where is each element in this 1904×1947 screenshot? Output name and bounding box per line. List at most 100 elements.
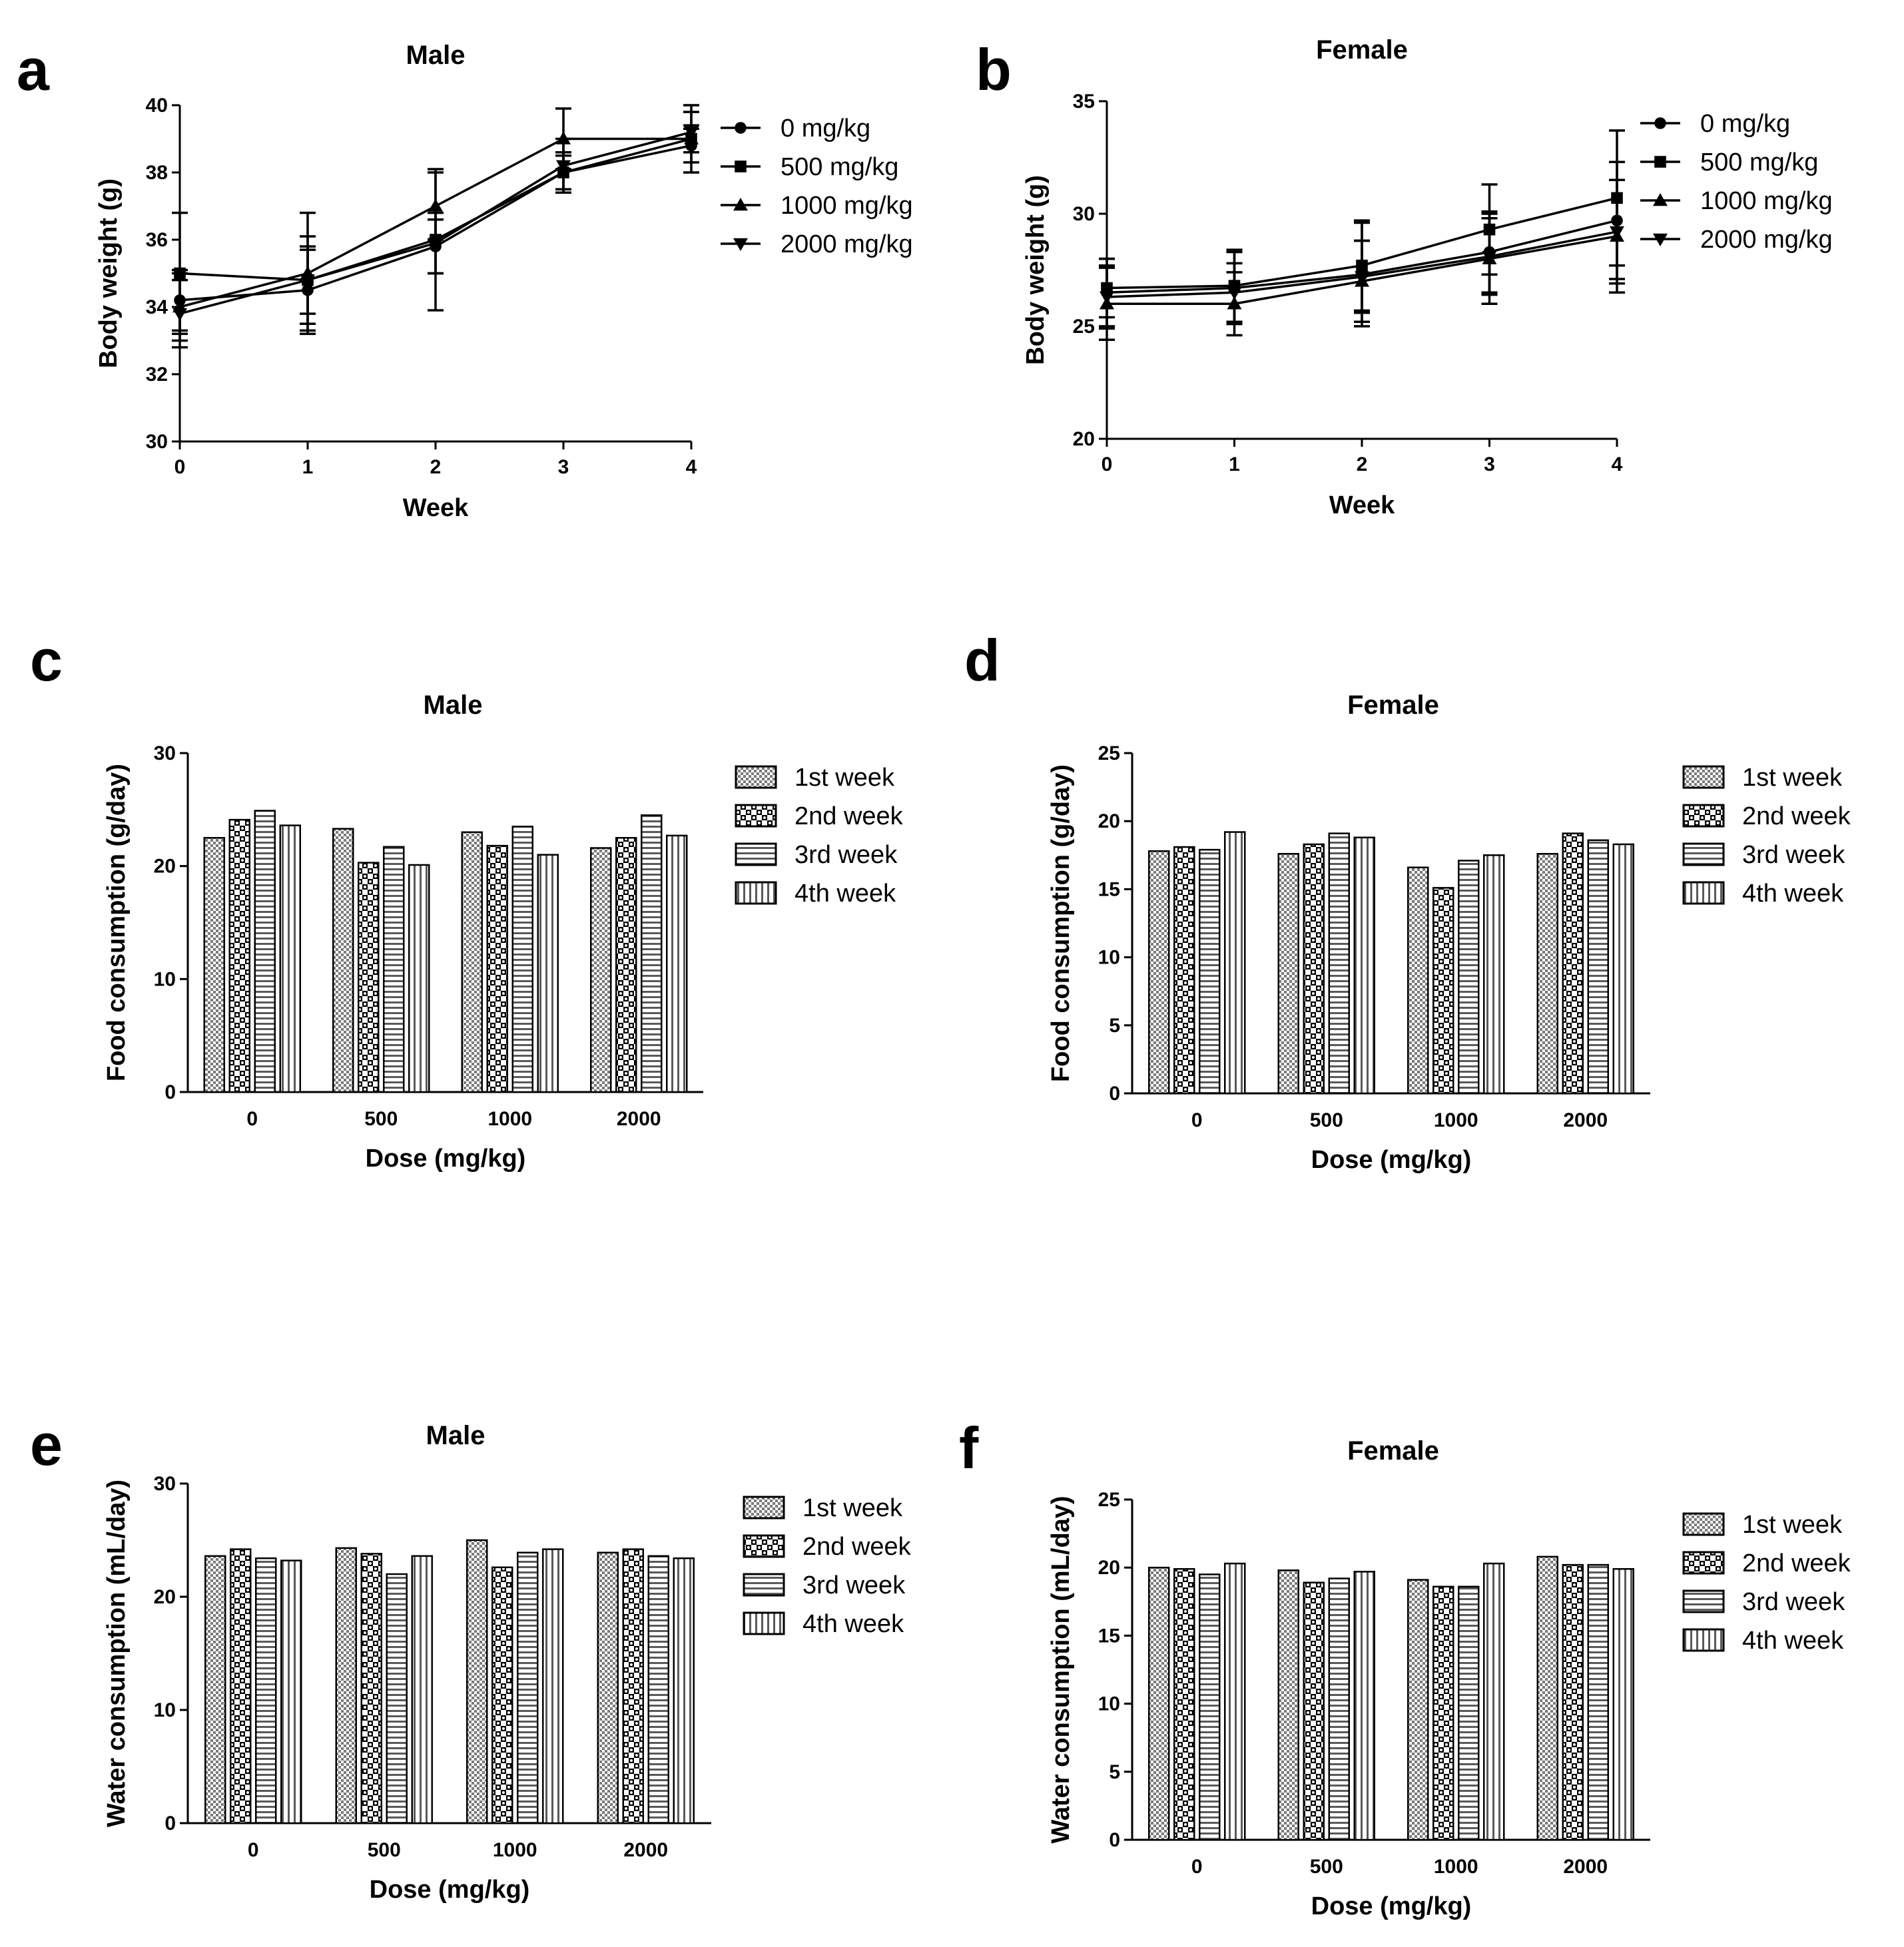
legend-label: 2nd week (794, 802, 904, 830)
legend-item: 1st week (735, 764, 895, 792)
x-tick-label: 2 (1357, 453, 1368, 475)
x-tick-label: 500 (364, 1108, 398, 1130)
y-tick-label: 40 (146, 95, 168, 117)
legend-swatch (735, 881, 777, 905)
legend-swatch (735, 804, 777, 828)
y-tick-label: 20 (154, 1586, 176, 1608)
legend-swatch (743, 1534, 785, 1558)
bar-1st-week-dose-1000 (1407, 866, 1429, 1095)
y-tick-label: 38 (146, 162, 168, 184)
bar-3rd-week-dose-0 (255, 1557, 277, 1824)
bar-1st-week-dose-0 (203, 837, 225, 1093)
bar-4th-week-dose-0 (1224, 831, 1246, 1095)
bar-2nd-week-dose-1000 (486, 844, 508, 1093)
legend-marker (1654, 156, 1666, 168)
y-tick-label: 30 (1073, 203, 1095, 225)
x-tick-label: 500 (368, 1839, 401, 1861)
x-axis-label: Dose (mg/kg) (370, 1876, 530, 1904)
data-point (428, 237, 443, 251)
x-tick-label: 2000 (623, 1839, 668, 1861)
series-2000-mg-kg (1099, 178, 1625, 330)
legend-item: 3rd week (1682, 1588, 1845, 1616)
legend-item: 3rd week (1682, 841, 1845, 869)
legend-swatch (743, 1496, 785, 1520)
legend-label: 4th week (794, 880, 896, 908)
legend-label: 2000 mg/kg (1700, 226, 1833, 254)
x-tick-label: 1 (302, 456, 314, 478)
chart-panel-c: 0 10 20 30 Male Dose (mg/kg) Food consumption … (103, 691, 904, 1173)
x-tick-label: 3 (1484, 453, 1495, 475)
bar-3rd-week-dose-2000 (1587, 1563, 1609, 1841)
x-tick-label: 2 (430, 456, 442, 478)
y-tick-label: 10 (1098, 1693, 1120, 1715)
bar-2nd-week-dose-500 (358, 862, 380, 1093)
legend-item: 500 mg/kg (1640, 148, 1818, 176)
legend-label: 500 mg/kg (1700, 148, 1818, 176)
chart-panel-b: 20 25 30 35 Female Week Body weight (g) 0 1 2 3 4 0 … (1022, 35, 1833, 519)
legend-item: 4th week (1682, 880, 1844, 908)
panel-letter-e: e (30, 1412, 63, 1478)
legend-label: 1st week (1742, 1511, 1843, 1539)
y-tick-label: 30 (154, 742, 176, 764)
legend-marker (733, 198, 748, 211)
y-tick-label: 15 (1098, 1625, 1120, 1647)
x-tick-label: 1000 (487, 1108, 532, 1130)
panel-letter-f: f (959, 1415, 979, 1481)
bar-3rd-week-dose-0 (1199, 1573, 1221, 1841)
y-tick-label: 20 (154, 856, 176, 878)
legend-item: 500 mg/kg (721, 153, 898, 181)
y-tick-label: 5 (1109, 1761, 1120, 1783)
bar-1st-week-dose-2000 (1536, 1555, 1558, 1841)
legend-swatch (735, 842, 777, 866)
bar-1st-week-dose-500 (1277, 1569, 1299, 1841)
bar-3rd-week-dose-2000 (1587, 839, 1609, 1095)
y-tick-label: 0 (1109, 1083, 1120, 1105)
bar-1st-week-dose-2000 (590, 847, 612, 1093)
x-tick-label: 0 (1191, 1856, 1203, 1878)
data-point (1355, 271, 1369, 284)
legend-swatch (743, 1573, 785, 1597)
legend-label: 2nd week (1742, 1549, 1851, 1577)
y-tick-label: 25 (1098, 742, 1120, 764)
bar-3rd-week-dose-500 (386, 1573, 408, 1824)
chart-title: Female (1347, 1436, 1439, 1466)
x-axis-label: Dose (mg/kg) (366, 1145, 526, 1173)
legend-item: 1000 mg/kg (1640, 187, 1833, 215)
panel-letter-b: b (976, 37, 1012, 103)
bar-1st-week-dose-0 (1148, 1566, 1170, 1841)
x-tick-label: 0 (174, 456, 186, 478)
x-tick-label: 2000 (617, 1108, 661, 1130)
bar-2nd-week-dose-0 (1173, 1567, 1195, 1841)
legend-item: 2nd week (735, 802, 904, 830)
x-tick-label: 0 (246, 1108, 258, 1130)
data-point (684, 127, 699, 140)
data-point (428, 198, 443, 212)
bar-1st-week-dose-1000 (466, 1539, 488, 1824)
chart-title: Male (426, 1421, 485, 1450)
legend-label: 4th week (1742, 880, 1844, 908)
data-point (1610, 226, 1624, 240)
legend-item: 2nd week (743, 1533, 912, 1561)
legend-item: 4th week (743, 1610, 904, 1638)
bar-1st-week-dose-500 (332, 828, 354, 1093)
legend-marker (735, 122, 747, 134)
y-tick-label: 0 (1109, 1829, 1120, 1851)
bar-2nd-week-dose-500 (1303, 1581, 1325, 1841)
x-tick-label: 500 (1310, 1856, 1343, 1878)
y-tick-label: 32 (146, 364, 168, 386)
panel-letter-c: c (30, 627, 63, 693)
y-tick-label: 20 (1098, 1557, 1120, 1579)
legend-marker (733, 238, 748, 251)
bar-3rd-week-dose-2000 (647, 1555, 669, 1824)
data-point (1100, 291, 1114, 305)
x-tick-label: 0 (1191, 1109, 1203, 1131)
bar-1st-week-dose-0 (1148, 850, 1170, 1095)
x-tick-label: 2000 (1563, 1856, 1608, 1878)
y-tick-label: 20 (1098, 810, 1120, 832)
legend-item: 4th week (1682, 1627, 1844, 1655)
legend-item: 1st week (1682, 1511, 1843, 1539)
legend-item: 2nd week (1682, 1549, 1851, 1577)
bar-2nd-week-dose-500 (1303, 843, 1325, 1095)
bar-4th-week-dose-0 (280, 1559, 302, 1824)
